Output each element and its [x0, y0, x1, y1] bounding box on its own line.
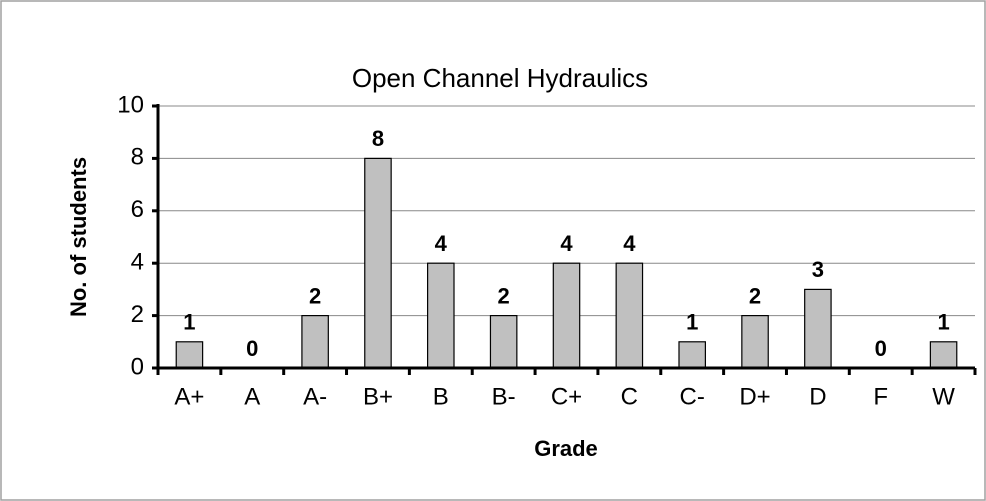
y-tick-label: 0	[131, 353, 144, 380]
data-label: 2	[309, 283, 321, 308]
x-tick-label: D+	[739, 383, 770, 410]
bar	[301, 315, 329, 369]
y-tick-label: 6	[131, 196, 144, 223]
data-label: 3	[812, 257, 824, 282]
data-label: 2	[749, 283, 761, 308]
bar	[552, 262, 581, 369]
x-tick-label: A+	[174, 383, 204, 410]
bar	[804, 288, 832, 369]
data-label: 4	[560, 231, 573, 256]
bar	[489, 315, 518, 369]
data-label: 1	[686, 310, 698, 335]
bar	[175, 341, 204, 369]
x-tick-label: A-	[303, 383, 327, 410]
x-axis-label: Grade	[534, 436, 598, 461]
y-tick-label: 4	[131, 249, 144, 276]
y-tick-label: 10	[117, 91, 144, 118]
data-label: 4	[623, 231, 636, 256]
x-tick-label: B-	[492, 383, 516, 410]
x-tick-label: C+	[551, 383, 582, 410]
x-tick-label: C	[621, 383, 638, 410]
y-tick-label: 8	[131, 144, 144, 171]
y-tick-label: 2	[131, 301, 144, 328]
data-label: 1	[183, 310, 195, 335]
x-tick-label: W	[932, 383, 955, 410]
data-label: 0	[875, 336, 887, 361]
bar	[364, 157, 392, 369]
chart-title: Open Channel Hydraulics	[352, 63, 648, 93]
bar	[615, 262, 644, 369]
x-tick-label: F	[873, 383, 888, 410]
data-label: 4	[435, 231, 448, 256]
bar	[929, 341, 958, 369]
data-label: 1	[937, 310, 949, 335]
data-label: 0	[246, 336, 258, 361]
bar	[427, 262, 455, 369]
y-axis-label: No. of students	[66, 157, 91, 317]
data-label: 8	[372, 126, 384, 151]
x-tick-label: C-	[680, 383, 705, 410]
bar	[741, 315, 769, 369]
x-tick-label: B+	[363, 383, 393, 410]
x-tick-label: B	[433, 383, 449, 410]
bar	[678, 341, 706, 369]
x-tick-label: D	[809, 383, 826, 410]
data-label: 2	[498, 283, 510, 308]
x-tick-label: A	[244, 383, 260, 410]
